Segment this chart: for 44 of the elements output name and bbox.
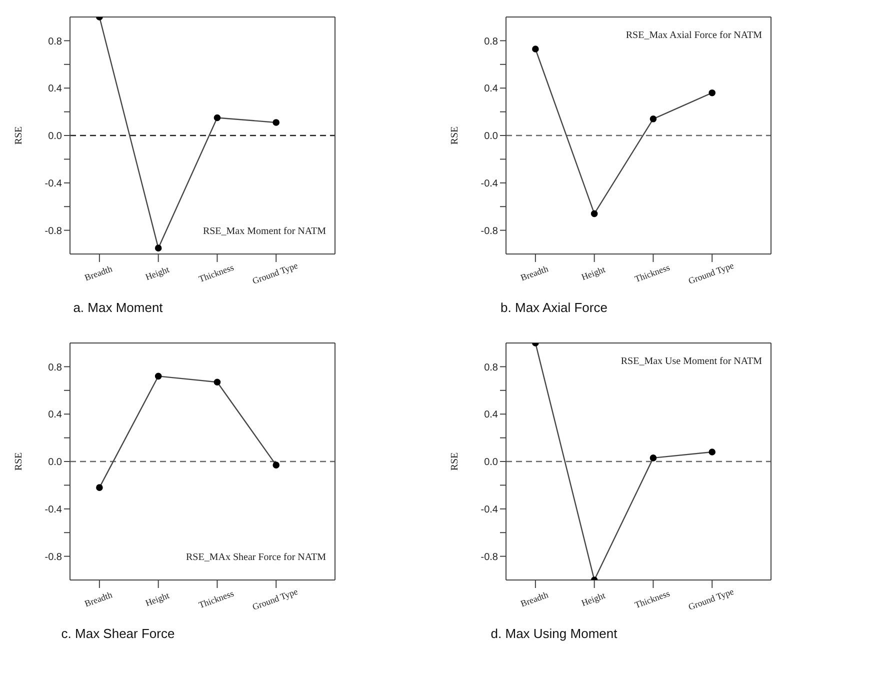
- y-tick-label: 0.4: [484, 84, 498, 95]
- text: a. Max Moment: [72, 300, 164, 315]
- y-tick-label: -0.4: [480, 178, 498, 190]
- y-axis-title: RSE: [450, 126, 461, 145]
- y-tick-label: 0.8: [48, 362, 62, 374]
- x-tick-label: Height: [580, 590, 607, 608]
- y-tick-label: 0.0: [484, 457, 498, 468]
- x-tick-label: Breadth: [83, 589, 114, 609]
- x-tick-label: Height: [580, 264, 607, 282]
- x-tick-label: Height: [144, 590, 171, 608]
- x-tick-label: Ground Type: [251, 586, 300, 612]
- x-tick-label: Ground Type: [687, 260, 736, 286]
- x-tick-label: Breadth: [519, 263, 550, 283]
- y-tick-label: 0.8: [484, 362, 498, 374]
- y-tick-label: 0.4: [48, 84, 62, 95]
- text: d. Max Using Moment: [490, 626, 618, 641]
- x-tick-label: Breadth: [83, 263, 114, 283]
- y-axis-title: RSE: [14, 126, 25, 145]
- y-tick-label: 0.0: [484, 131, 498, 142]
- annotation: RSE_Max Moment for NATM: [202, 226, 326, 237]
- annotation: RSE_MAx Shear Force for NATM: [186, 552, 326, 563]
- y-tick-label: 0.0: [48, 457, 62, 468]
- y-tick-label: -0.8: [44, 552, 62, 563]
- y-tick-label: 0.8: [48, 36, 62, 48]
- y-tick-label: -0.8: [480, 552, 498, 563]
- y-tick-label: -0.4: [44, 178, 62, 190]
- text: b. Max Axial Force: [500, 300, 608, 315]
- text: c. Max Shear Force: [60, 626, 176, 641]
- y-tick-label: 0.4: [484, 410, 498, 421]
- y-axis-title: RSE: [450, 452, 461, 471]
- annotation: RSE_Max Use Moment for NATM: [620, 356, 762, 367]
- y-tick-label: 0.4: [48, 410, 62, 421]
- x-tick-label: Ground Type: [687, 586, 736, 612]
- y-tick-label: -0.4: [44, 504, 62, 516]
- y-axis-title: RSE: [14, 452, 25, 471]
- y-tick-label: 0.8: [484, 36, 498, 48]
- x-tick-label: Ground Type: [251, 260, 300, 286]
- x-tick-label: Height: [144, 264, 171, 282]
- x-tick-label: Breadth: [519, 589, 550, 609]
- annotation: RSE_Max Axial Force for NATM: [626, 30, 762, 41]
- y-tick-label: -0.8: [480, 226, 498, 237]
- y-tick-label: -0.8: [44, 226, 62, 237]
- y-tick-label: 0.0: [48, 131, 62, 142]
- y-tick-label: -0.4: [480, 504, 498, 516]
